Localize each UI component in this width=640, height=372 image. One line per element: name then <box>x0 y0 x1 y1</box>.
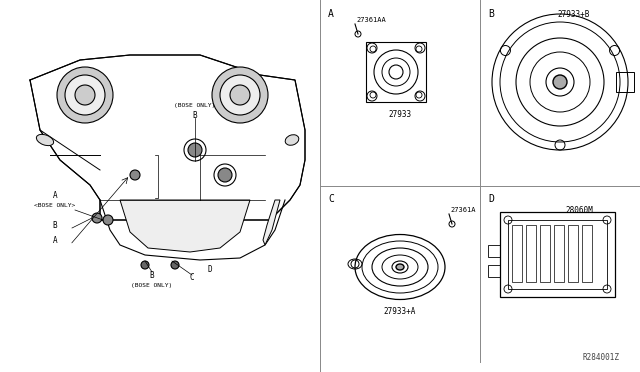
Text: B: B <box>52 221 58 230</box>
Circle shape <box>218 168 232 182</box>
Circle shape <box>230 85 250 105</box>
Circle shape <box>188 143 202 157</box>
Ellipse shape <box>36 134 54 145</box>
Text: R284001Z: R284001Z <box>583 353 620 362</box>
Circle shape <box>57 67 113 123</box>
Bar <box>488 265 500 277</box>
Text: B: B <box>193 110 197 119</box>
Bar <box>488 245 500 257</box>
Bar <box>500 212 615 297</box>
Bar <box>540 225 550 282</box>
Circle shape <box>171 261 179 269</box>
Bar <box>508 220 607 289</box>
Ellipse shape <box>285 135 299 145</box>
Text: 27361A: 27361A <box>450 207 476 213</box>
Polygon shape <box>120 200 250 252</box>
Text: <BOSE ONLY>: <BOSE ONLY> <box>35 202 76 208</box>
Bar <box>366 42 426 102</box>
Text: C: C <box>189 273 195 282</box>
Bar <box>512 225 522 282</box>
Text: (BOSE ONLY): (BOSE ONLY) <box>131 282 173 288</box>
Text: A: A <box>328 9 334 19</box>
Polygon shape <box>263 200 280 245</box>
Circle shape <box>220 75 260 115</box>
Text: 27933+B: 27933+B <box>557 10 590 19</box>
Bar <box>526 225 536 282</box>
Circle shape <box>75 85 95 105</box>
Text: C: C <box>328 194 334 204</box>
Circle shape <box>92 213 102 223</box>
Text: 27933+A: 27933+A <box>384 308 416 317</box>
Text: A: A <box>52 235 58 244</box>
Ellipse shape <box>396 264 404 270</box>
Text: A: A <box>52 190 58 199</box>
Text: 27361AA: 27361AA <box>356 17 386 23</box>
Text: B: B <box>488 9 494 19</box>
Text: B: B <box>150 270 154 279</box>
Text: 28060M: 28060M <box>565 205 593 215</box>
Bar <box>554 225 564 282</box>
Text: D: D <box>488 194 494 204</box>
Circle shape <box>103 215 113 225</box>
Circle shape <box>130 170 140 180</box>
Circle shape <box>212 67 268 123</box>
Bar <box>616 72 634 92</box>
Text: D: D <box>208 266 212 275</box>
Text: (BOSE ONLY): (BOSE ONLY) <box>174 103 216 108</box>
Polygon shape <box>30 55 305 220</box>
Text: 27933: 27933 <box>388 109 412 119</box>
Bar <box>568 225 578 282</box>
Circle shape <box>65 75 105 115</box>
Bar <box>582 225 592 282</box>
Circle shape <box>553 75 567 89</box>
Circle shape <box>141 261 149 269</box>
